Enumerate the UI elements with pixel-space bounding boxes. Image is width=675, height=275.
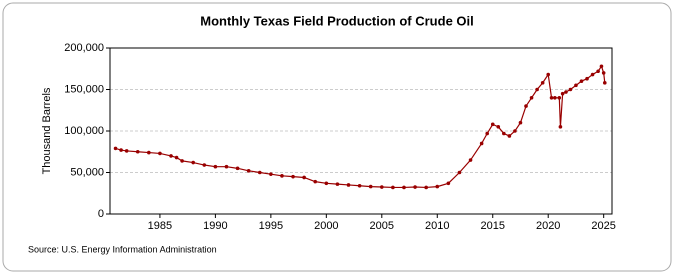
data-point <box>257 170 262 175</box>
data-point <box>585 76 589 81</box>
x-tick-label: 2000 <box>314 220 338 232</box>
chart-frame <box>2 2 672 272</box>
data-point <box>540 81 545 85</box>
data-point <box>324 181 329 186</box>
data-point <box>380 185 384 189</box>
x-tick-label: 1990 <box>203 220 227 232</box>
data-point <box>557 96 562 100</box>
data-point <box>485 131 489 136</box>
data-point <box>119 148 123 152</box>
data-point <box>335 182 340 186</box>
data-point <box>529 96 534 100</box>
data-point <box>496 125 501 129</box>
data-point <box>558 125 563 129</box>
data-point <box>524 104 528 108</box>
x-tick-label: 2025 <box>591 220 615 232</box>
data-point <box>246 169 251 173</box>
data-point <box>291 174 295 179</box>
data-point <box>546 72 551 77</box>
data-point <box>446 181 451 186</box>
data-point <box>113 146 118 151</box>
data-point <box>135 149 140 154</box>
y-tick-label: 150,000 <box>64 83 104 95</box>
data-point <box>424 185 428 190</box>
data-point <box>346 183 351 187</box>
data-point <box>549 96 554 100</box>
data-point <box>596 69 600 74</box>
data-point <box>579 79 584 83</box>
data-point <box>313 179 318 184</box>
x-tick-label: 2020 <box>536 220 560 232</box>
data-point <box>357 183 362 188</box>
data-point <box>191 160 196 165</box>
y-axis-label: Thousand Barrels <box>41 87 53 174</box>
data-point <box>560 91 565 96</box>
y-tick-label: 50,000 <box>70 166 104 178</box>
chart-title: Monthly Texas Field Production of Crude … <box>200 13 474 28</box>
data-point <box>158 151 162 156</box>
x-tick-label: 2010 <box>425 220 449 232</box>
data-point <box>574 83 578 88</box>
data-point <box>280 174 284 178</box>
data-point <box>601 71 606 75</box>
data-point <box>553 96 557 100</box>
x-tick-label: 1995 <box>259 220 283 232</box>
data-point <box>235 166 240 171</box>
data-point <box>302 175 306 180</box>
data-point <box>174 155 179 160</box>
data-point <box>269 172 273 176</box>
data-point <box>213 164 218 169</box>
data-point <box>513 129 517 133</box>
data-point <box>564 90 568 94</box>
source: Source: U.S. Energy Information Administ… <box>28 244 217 254</box>
data-point <box>468 158 473 162</box>
data-point <box>568 87 573 92</box>
data-point <box>599 64 604 69</box>
data-point <box>590 72 595 77</box>
data-point <box>224 164 229 169</box>
data-point <box>435 184 440 189</box>
data-point <box>535 87 539 92</box>
data-point <box>413 185 417 189</box>
data-point <box>391 185 395 190</box>
data-point <box>502 131 506 136</box>
x-tick-label: 2015 <box>480 220 504 232</box>
data-point <box>518 120 523 125</box>
data-point <box>368 184 373 189</box>
data-point <box>202 163 207 167</box>
data-point <box>457 170 462 175</box>
y-tick-label: 200,000 <box>64 42 104 54</box>
data-point <box>147 150 151 155</box>
y-tick-label: 100,000 <box>64 125 104 137</box>
x-tick-label: 1985 <box>148 220 172 232</box>
data-point <box>402 185 406 190</box>
plot-area <box>109 47 613 215</box>
data-point <box>490 122 495 127</box>
data-point <box>507 134 512 138</box>
data-point <box>180 159 184 163</box>
y-tick-label: 0 <box>98 208 104 220</box>
data-point <box>479 141 484 146</box>
data-point <box>169 154 173 158</box>
data-point <box>602 81 607 85</box>
data-point <box>124 149 129 153</box>
x-tick-label: 2005 <box>370 220 394 232</box>
